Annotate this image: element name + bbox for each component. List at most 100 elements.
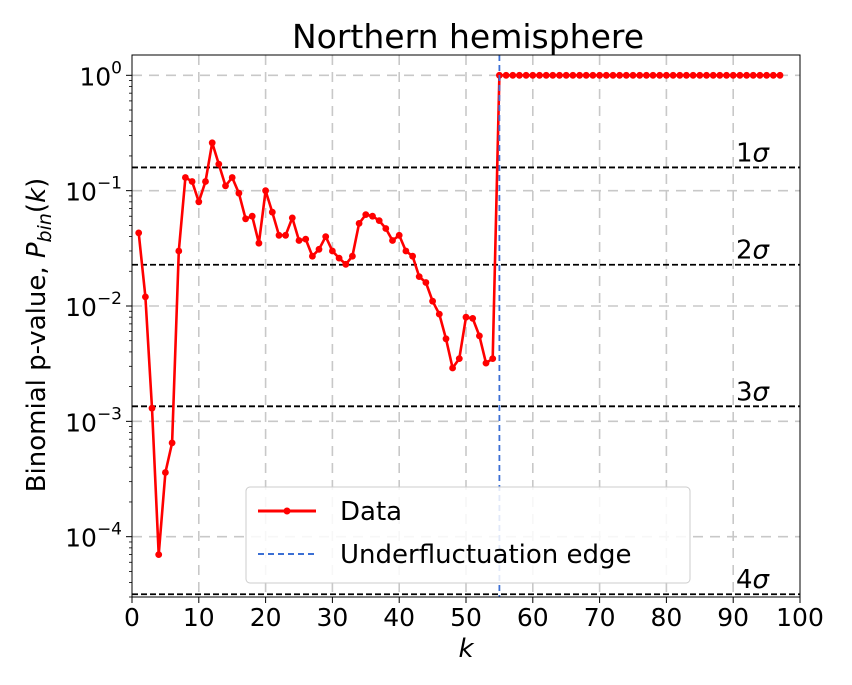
sigma-lines: 1σ 2σ 3σ 4σ xyxy=(132,138,800,595)
x-tick-label: 60 xyxy=(517,603,549,632)
data-point xyxy=(582,71,590,79)
x-tick-label: 30 xyxy=(316,603,348,632)
data-point xyxy=(349,252,356,260)
data-point xyxy=(135,229,143,237)
data-point xyxy=(228,174,236,181)
x-tick-label: 80 xyxy=(650,603,682,632)
data-point xyxy=(175,247,183,255)
data-point xyxy=(609,71,617,79)
data-point xyxy=(248,212,256,220)
chart-title: Northern hemisphere xyxy=(292,17,644,56)
data-point xyxy=(729,71,737,79)
data-point xyxy=(195,198,203,206)
data-point xyxy=(222,182,229,190)
data-point xyxy=(669,71,677,79)
y-tick-label: 10−3 xyxy=(65,404,122,437)
data-point xyxy=(375,217,383,225)
data-point xyxy=(542,71,550,79)
data-point xyxy=(282,231,289,239)
data-point xyxy=(763,71,770,79)
sigma-label: 1σ xyxy=(736,138,771,168)
data-point xyxy=(435,310,443,318)
data-point xyxy=(489,355,497,362)
data-point xyxy=(208,139,216,147)
data-point xyxy=(589,71,597,79)
series xyxy=(135,55,784,597)
data-point xyxy=(242,215,250,223)
data-point xyxy=(643,71,650,79)
data-point xyxy=(255,239,263,247)
data-point xyxy=(676,71,684,79)
data-point xyxy=(235,189,243,197)
data-point xyxy=(703,71,710,79)
data-point xyxy=(602,71,610,79)
data-point xyxy=(442,335,450,343)
data-point xyxy=(369,212,376,220)
data-point xyxy=(415,273,423,280)
data-point xyxy=(362,211,370,219)
x-tick-label: 20 xyxy=(250,603,282,632)
x-tick-label: 70 xyxy=(584,603,616,632)
data-point xyxy=(315,245,323,253)
data-point xyxy=(262,187,269,195)
legend-label-edge: Underfluctuation edge xyxy=(340,540,632,570)
x-tick-label: 90 xyxy=(717,603,749,632)
y-tick-label: 10−1 xyxy=(65,174,122,207)
ticks: 0 10 20 30 40 50 60 70 80 90 100 10−4 10−3 10−2 10−1 10… xyxy=(65,58,824,632)
data-point xyxy=(462,313,470,321)
data-point xyxy=(182,174,189,181)
data-point xyxy=(422,279,430,286)
data-point xyxy=(382,225,390,232)
data-point xyxy=(683,71,690,79)
data-point xyxy=(155,551,163,558)
data-point xyxy=(663,71,670,79)
data-point xyxy=(689,71,697,79)
data-point xyxy=(616,71,623,79)
data-point xyxy=(168,439,176,447)
data-point xyxy=(776,71,784,79)
data-point xyxy=(536,71,543,79)
data-point xyxy=(148,404,156,412)
data-point xyxy=(355,220,363,227)
data-point xyxy=(389,237,396,244)
data-point xyxy=(516,71,523,79)
data-point xyxy=(482,359,490,367)
data-point xyxy=(275,231,283,239)
data-point xyxy=(502,71,510,79)
y-axis-label: Binomial p-value, Pbin(k) xyxy=(22,178,56,493)
data-point xyxy=(636,71,644,79)
x-tick-label: 40 xyxy=(383,603,415,632)
sigma-label: 4σ xyxy=(736,565,771,595)
data-point xyxy=(709,71,717,79)
legend-marker-data xyxy=(283,507,291,515)
data-point xyxy=(596,71,603,79)
data-point xyxy=(449,364,456,372)
data-point xyxy=(288,214,296,222)
data-point xyxy=(342,260,350,268)
data-point xyxy=(188,178,196,185)
data-point xyxy=(736,71,744,79)
x-tick-label: 0 xyxy=(124,603,140,632)
data-point xyxy=(268,208,276,216)
data-point xyxy=(329,247,336,255)
data-point xyxy=(769,71,777,79)
data-point xyxy=(622,71,630,79)
data-point xyxy=(556,71,563,79)
data-point xyxy=(402,247,410,255)
data-point xyxy=(455,355,463,362)
x-tick-label: 100 xyxy=(776,603,824,632)
data-point xyxy=(509,71,517,79)
data-point xyxy=(522,71,530,79)
legend-label-data: Data xyxy=(340,497,402,527)
data-point xyxy=(723,71,730,79)
data-point xyxy=(335,254,343,262)
data-point xyxy=(529,71,537,79)
legend-box xyxy=(245,486,691,584)
legend: Data Underfluctuation edge xyxy=(245,486,691,584)
data-point xyxy=(549,71,557,79)
sigma-label: 3σ xyxy=(736,377,771,407)
data-series-line xyxy=(137,74,780,556)
data-point xyxy=(215,160,223,168)
data-point xyxy=(749,71,757,79)
y-tick-label: 100 xyxy=(79,58,122,91)
